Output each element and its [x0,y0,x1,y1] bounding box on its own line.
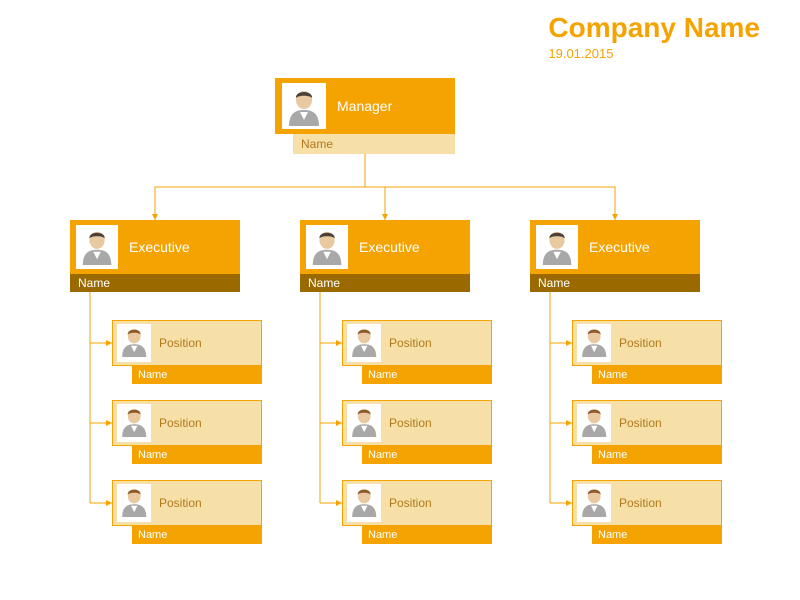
avatar-frame [347,324,381,362]
executive-card-body: Executive [530,220,700,274]
position-name-bar: Name [592,366,722,384]
position-role-label: Position [619,336,662,350]
position-role-label: Position [619,416,662,430]
avatar-frame [577,324,611,362]
executive-name-bar: Name [300,274,470,292]
executive-card: Executive Name [530,220,700,292]
position-card: Position Name [572,320,722,384]
person-icon [119,325,149,361]
person-icon [285,86,323,126]
avatar-frame [535,224,579,270]
company-date: 19.01.2015 [548,46,760,61]
person-icon [579,485,609,521]
avatar-frame [281,82,327,130]
position-name-bar: Name [132,526,262,544]
position-role-label: Position [159,496,202,510]
avatar-frame [117,484,151,522]
company-title: Company Name [548,12,760,44]
executive-name-bar: Name [530,274,700,292]
manager-role-label: Manager [337,98,392,114]
position-role-label: Position [159,336,202,350]
position-name-bar: Name [592,446,722,464]
position-role-label: Position [389,416,432,430]
avatar-frame [347,404,381,442]
position-role-label: Position [619,496,662,510]
executive-card-body: Executive [70,220,240,274]
person-icon [79,227,115,267]
person-icon [309,227,345,267]
position-name-bar: Name [362,526,492,544]
position-card-body: Position [342,400,492,446]
executive-role-label: Executive [129,239,190,255]
person-icon [119,405,149,441]
position-role-label: Position [389,496,432,510]
person-icon [539,227,575,267]
position-role-label: Position [159,416,202,430]
person-icon [119,485,149,521]
executive-role-label: Executive [589,239,650,255]
position-card-body: Position [112,400,262,446]
position-card: Position Name [572,480,722,544]
manager-card: Manager Name [275,78,455,154]
person-icon [349,325,379,361]
position-card-body: Position [342,480,492,526]
position-card: Position Name [572,400,722,464]
executive-card: Executive Name [70,220,240,292]
position-name-bar: Name [592,526,722,544]
org-chart-canvas: Company Name 19.01.2015 Manager Name Exe… [0,0,800,600]
header: Company Name 19.01.2015 [548,12,760,61]
position-name-bar: Name [362,366,492,384]
position-card-body: Position [572,400,722,446]
position-name-bar: Name [132,366,262,384]
position-card-body: Position [572,320,722,366]
position-card: Position Name [112,480,262,544]
person-icon [579,325,609,361]
person-icon [579,405,609,441]
avatar-frame [117,404,151,442]
position-card-body: Position [112,320,262,366]
position-name-bar: Name [132,446,262,464]
avatar-frame [347,484,381,522]
executive-card-body: Executive [300,220,470,274]
executive-role-label: Executive [359,239,420,255]
position-card: Position Name [112,320,262,384]
position-role-label: Position [389,336,432,350]
position-name-bar: Name [362,446,492,464]
position-card: Position Name [342,480,492,544]
person-icon [349,485,379,521]
manager-card-body: Manager [275,78,455,134]
position-card-body: Position [572,480,722,526]
avatar-frame [75,224,119,270]
avatar-frame [577,484,611,522]
executive-card: Executive Name [300,220,470,292]
avatar-frame [117,324,151,362]
position-card: Position Name [342,320,492,384]
position-card: Position Name [112,400,262,464]
position-card-body: Position [342,320,492,366]
avatar-frame [305,224,349,270]
executive-name-bar: Name [70,274,240,292]
position-card: Position Name [342,400,492,464]
person-icon [349,405,379,441]
position-card-body: Position [112,480,262,526]
avatar-frame [577,404,611,442]
manager-name-bar: Name [293,134,455,154]
